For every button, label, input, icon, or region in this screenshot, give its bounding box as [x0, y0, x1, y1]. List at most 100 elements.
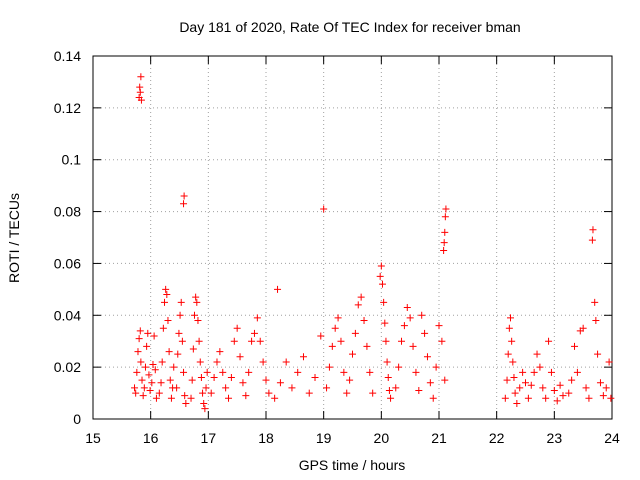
data-point [527, 381, 535, 389]
data-point [239, 379, 247, 387]
data-point [265, 389, 273, 397]
data-point [305, 389, 313, 397]
data-point [190, 311, 198, 319]
data-point [178, 337, 186, 345]
data-point [599, 392, 607, 400]
y-tick-labels: 0 0.02 0.04 0.06 0.08 0.1 0.12 0.14 [54, 48, 81, 427]
data-point [363, 342, 371, 350]
data-point [596, 379, 604, 387]
data-point [143, 342, 151, 350]
data-point [196, 358, 204, 366]
y-tick-label: 0.04 [54, 307, 81, 323]
data-point [591, 298, 599, 306]
data-point [505, 324, 513, 332]
data-point [334, 314, 342, 322]
data-point [288, 384, 296, 392]
data-point [568, 376, 576, 384]
data-point [250, 329, 258, 337]
x-tick-label: 19 [316, 430, 332, 446]
data-point [415, 386, 423, 394]
y-tick-label: 0.06 [54, 255, 81, 271]
data-point [325, 363, 333, 371]
data-point [343, 389, 351, 397]
data-point [429, 394, 437, 402]
data-point [146, 386, 154, 394]
data-point [256, 337, 264, 345]
data-point [441, 228, 449, 236]
data-point [225, 394, 233, 402]
data-point [136, 88, 144, 96]
data-point [166, 376, 174, 384]
data-point [441, 376, 449, 384]
data-point [157, 379, 165, 387]
data-point [159, 324, 167, 332]
data-point [131, 384, 139, 392]
data-point [222, 384, 230, 392]
data-point [509, 358, 517, 366]
data-point [585, 394, 593, 402]
data-point [299, 353, 307, 361]
data-point [385, 386, 393, 394]
data-point [210, 374, 218, 382]
data-point [213, 358, 221, 366]
data-point [556, 381, 564, 389]
data-point [442, 205, 450, 213]
data-point [582, 384, 590, 392]
data-point [177, 298, 185, 306]
data-point [207, 389, 215, 397]
data-point [136, 83, 144, 91]
data-point [253, 314, 261, 322]
data-point [135, 335, 143, 343]
data-point [189, 345, 197, 353]
x-tick-label: 20 [374, 430, 390, 446]
data-point [504, 350, 512, 358]
x-tick-label: 17 [201, 430, 217, 446]
data-point [199, 389, 207, 397]
x-tick-label: 15 [85, 430, 101, 446]
data-point [141, 363, 149, 371]
data-point [176, 311, 184, 319]
data-point [435, 322, 443, 330]
data-point [382, 337, 390, 345]
data-point [323, 384, 331, 392]
data-point [230, 337, 238, 345]
y-tick-label: 0.14 [54, 48, 81, 64]
data-point [200, 399, 208, 407]
grid-lines [93, 56, 612, 419]
data-point [602, 384, 610, 392]
y-tick-label: 0 [73, 411, 81, 427]
data-point [219, 368, 227, 376]
data-point [175, 329, 183, 337]
data-point [579, 324, 587, 332]
data-point [501, 394, 509, 402]
x-tick-label: 16 [143, 430, 159, 446]
data-point [406, 314, 414, 322]
data-point [346, 376, 354, 384]
data-point [542, 394, 550, 402]
data-point [194, 316, 202, 324]
data-point [195, 337, 203, 345]
data-point [262, 376, 270, 384]
data-point [360, 316, 368, 324]
data-point [216, 348, 224, 356]
data-point [377, 262, 385, 270]
data-point [536, 363, 544, 371]
x-tick-label: 24 [604, 430, 620, 446]
data-point [376, 272, 384, 280]
data-point [276, 379, 284, 387]
data-point [392, 384, 400, 392]
data-point [133, 368, 141, 376]
data-point [148, 379, 156, 387]
data-point [136, 327, 144, 335]
data-point [320, 205, 328, 213]
data-point [311, 374, 319, 382]
x-tick-label: 22 [489, 430, 505, 446]
data-point [203, 368, 211, 376]
data-point [553, 397, 561, 405]
data-point [233, 324, 241, 332]
data-point [180, 368, 188, 376]
data-point [418, 311, 426, 319]
y-tick-label: 0.02 [54, 359, 81, 375]
data-point [282, 358, 290, 366]
